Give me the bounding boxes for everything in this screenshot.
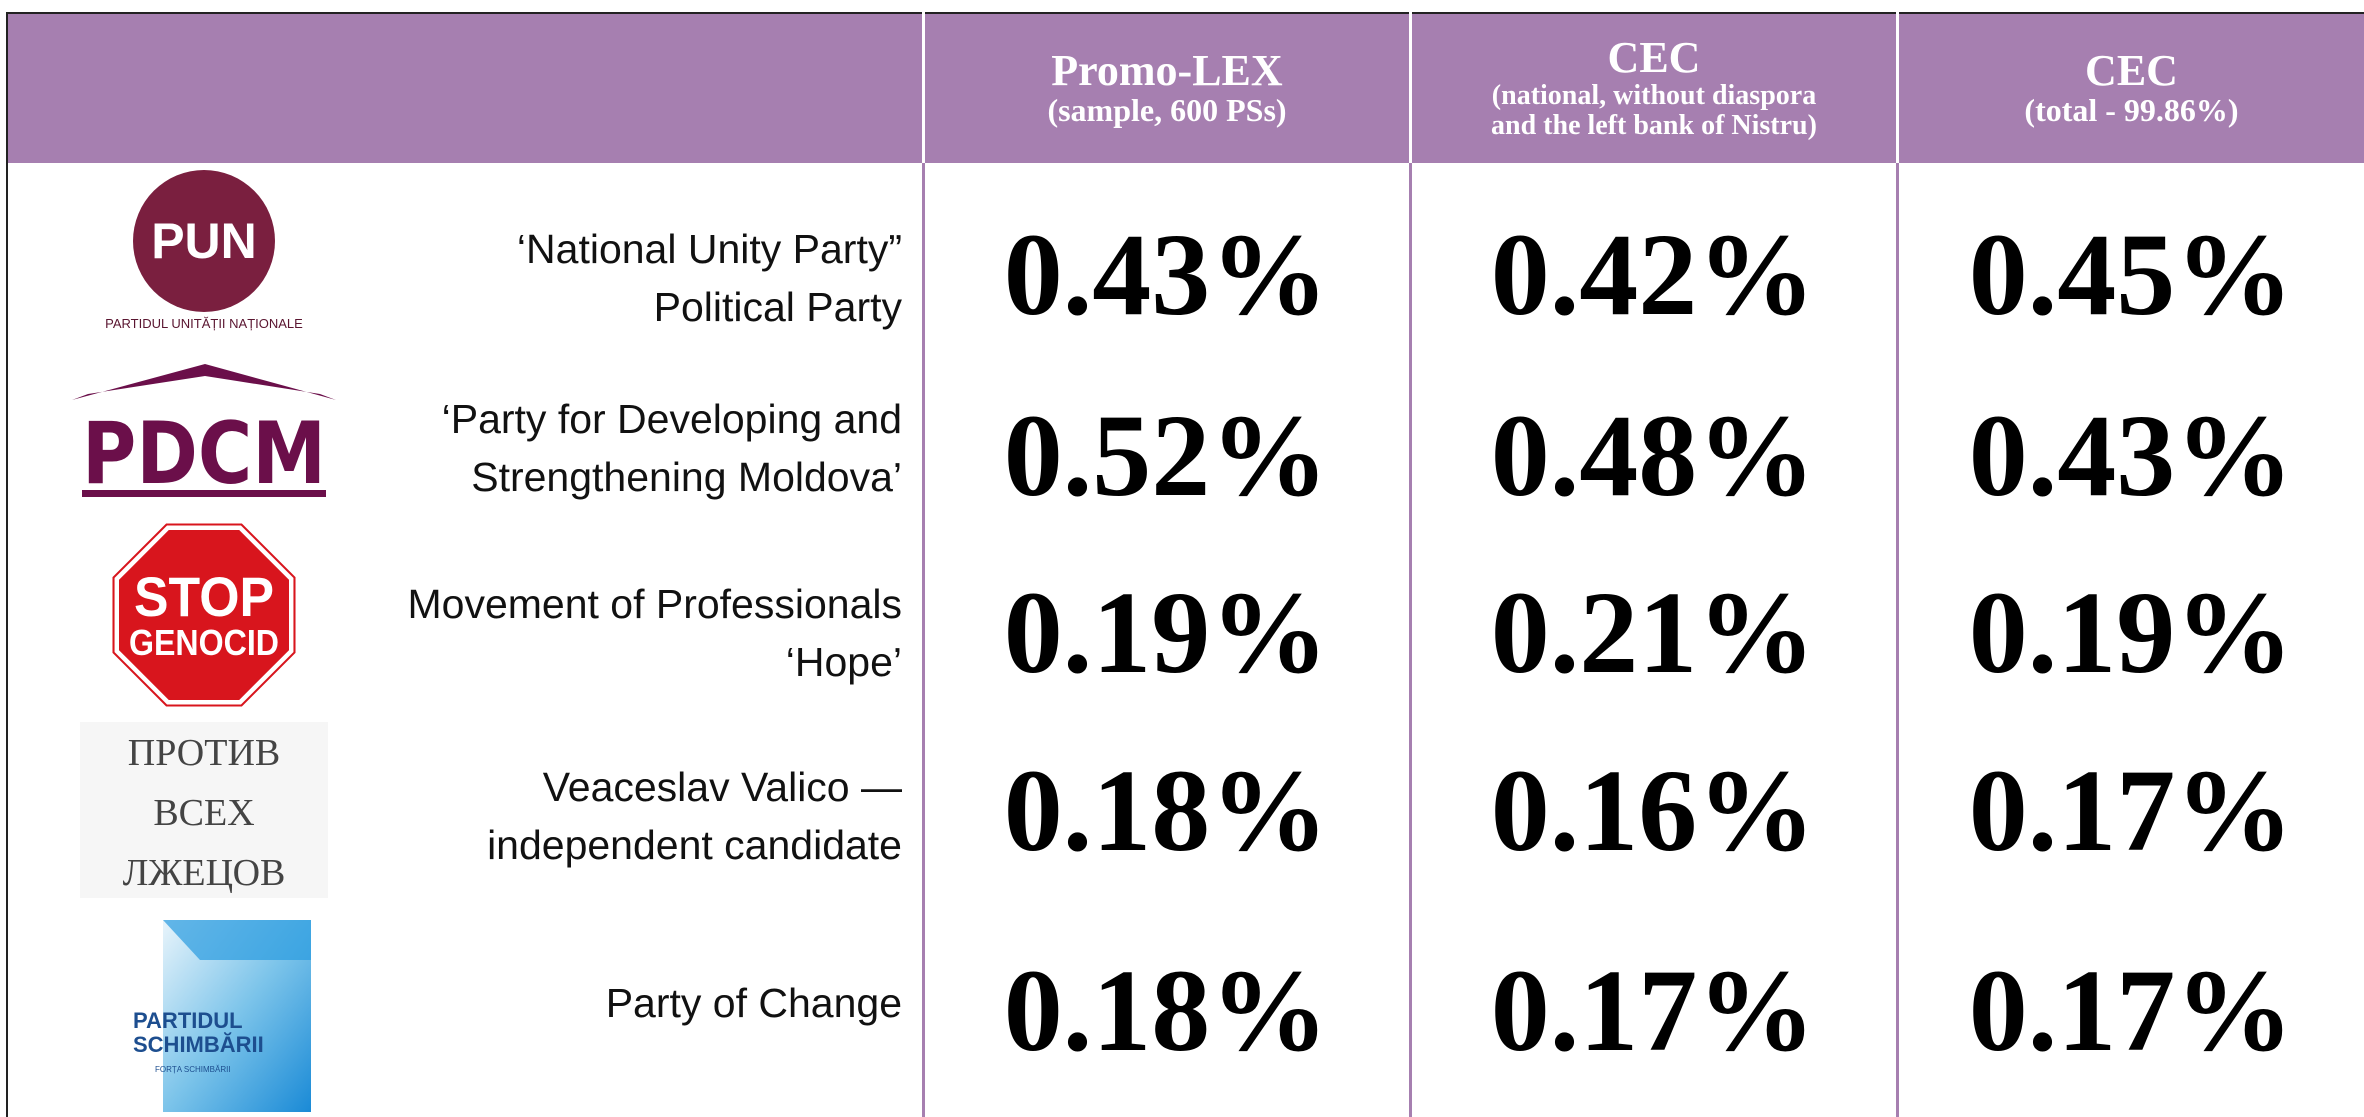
column-title: CEC bbox=[1607, 33, 1701, 83]
column-title: CEC bbox=[2085, 45, 2178, 95]
column-header: CEC (total - 99.86%) bbox=[1899, 12, 2364, 163]
name-line: ‘National Unity Party” bbox=[516, 226, 902, 272]
result-value: 0.19% bbox=[1968, 567, 2294, 698]
result-value: 0.18% bbox=[1003, 945, 1329, 1076]
name-line: Political Party bbox=[653, 284, 902, 330]
logo-text: FORȚA SCHIMBĂRII bbox=[155, 1065, 231, 1074]
name-line: Strengthening Moldova’ bbox=[471, 454, 902, 500]
result-value: 0.17% bbox=[1968, 945, 2294, 1076]
logo-pdcm: PDCM bbox=[72, 364, 336, 504]
name-line: Movement of Professionals bbox=[407, 581, 902, 627]
column-subtitle: (sample, 600 PSs) bbox=[1047, 91, 1287, 128]
logo-text: SCHIMBĂRII bbox=[133, 1032, 264, 1057]
logo-pun: PUN PARTIDUL UNITĂȚII NAȚIONALE bbox=[105, 170, 303, 331]
header-bar bbox=[6, 12, 2364, 163]
logo-schimbarii: PARTIDUL SCHIMBĂRII FORȚA SCHIMBĂRII bbox=[133, 920, 311, 1112]
header-separator bbox=[922, 12, 925, 163]
result-value: 0.48% bbox=[1490, 390, 1816, 521]
logo-text: GENOCID bbox=[129, 622, 279, 663]
result-value: 0.21% bbox=[1490, 567, 1816, 698]
name-line: Party of Change bbox=[605, 980, 902, 1026]
name-line: ‘Hope’ bbox=[785, 639, 902, 685]
column-title: Promo-LEX bbox=[1051, 45, 1283, 95]
column-header: Promo-LEX (sample, 600 PSs) bbox=[925, 12, 1409, 163]
column-separator bbox=[1896, 163, 1899, 1117]
name-line: independent candidate bbox=[487, 822, 902, 868]
party-name: Party of Change bbox=[342, 974, 902, 1032]
name-line: Veaceslav Valico — bbox=[542, 764, 902, 810]
logo-text: PARTIDUL bbox=[133, 1008, 243, 1033]
result-value: 0.16% bbox=[1490, 745, 1816, 876]
result-value: 0.45% bbox=[1968, 209, 2294, 340]
logo-text: ПРОТИВ bbox=[128, 732, 280, 774]
logo-text: PARTIDUL UNITĂȚII NAȚIONALE bbox=[105, 316, 303, 331]
column-separator bbox=[922, 163, 925, 1117]
party-name: ‘Party for Developing and Strengthening M… bbox=[342, 390, 902, 506]
result-value: 0.43% bbox=[1968, 390, 2294, 521]
party-name: ‘National Unity Party” Political Party bbox=[342, 220, 902, 336]
border bbox=[6, 12, 8, 1117]
name-line: ‘Party for Developing and bbox=[441, 396, 902, 442]
logo-stop: STOP GENOCID bbox=[112, 523, 296, 707]
logo-text: PUN bbox=[151, 213, 257, 269]
logos: PUN PARTIDUL UNITĂȚII NAȚIONALE PDCM STO… bbox=[72, 170, 336, 1112]
result-value: 0.42% bbox=[1490, 209, 1816, 340]
logo-protiv: ПРОТИВ ВСЕХ ЛЖЕЦОВ bbox=[80, 722, 328, 898]
column-subtitle: (total - 99.86%) bbox=[2024, 91, 2239, 128]
logo-text: ВСЕХ bbox=[153, 792, 254, 834]
column-header: CEC (national, without diaspora and the … bbox=[1412, 12, 1896, 163]
party-name: Veaceslav Valico — independent candidate bbox=[342, 758, 902, 874]
header-separator bbox=[1896, 12, 1899, 163]
column-subtitle: and the left bank of Nistru) bbox=[1491, 109, 1817, 141]
header-separator bbox=[1409, 12, 1412, 163]
logo-text: STOP bbox=[134, 565, 274, 628]
result-value: 0.18% bbox=[1003, 745, 1329, 876]
column-subtitle: (national, without diaspora bbox=[1491, 80, 1817, 112]
result-value: 0.17% bbox=[1490, 945, 1816, 1076]
result-value: 0.19% bbox=[1003, 567, 1329, 698]
result-value: 0.17% bbox=[1968, 745, 2294, 876]
column-separator bbox=[1409, 163, 1412, 1117]
result-value: 0.43% bbox=[1003, 209, 1329, 340]
logo-text: ЛЖЕЦОВ bbox=[123, 852, 286, 894]
result-value: 0.52% bbox=[1003, 390, 1329, 521]
party-name: Movement of Professionals ‘Hope’ bbox=[342, 575, 902, 691]
logo-text: PDCM bbox=[82, 404, 326, 504]
